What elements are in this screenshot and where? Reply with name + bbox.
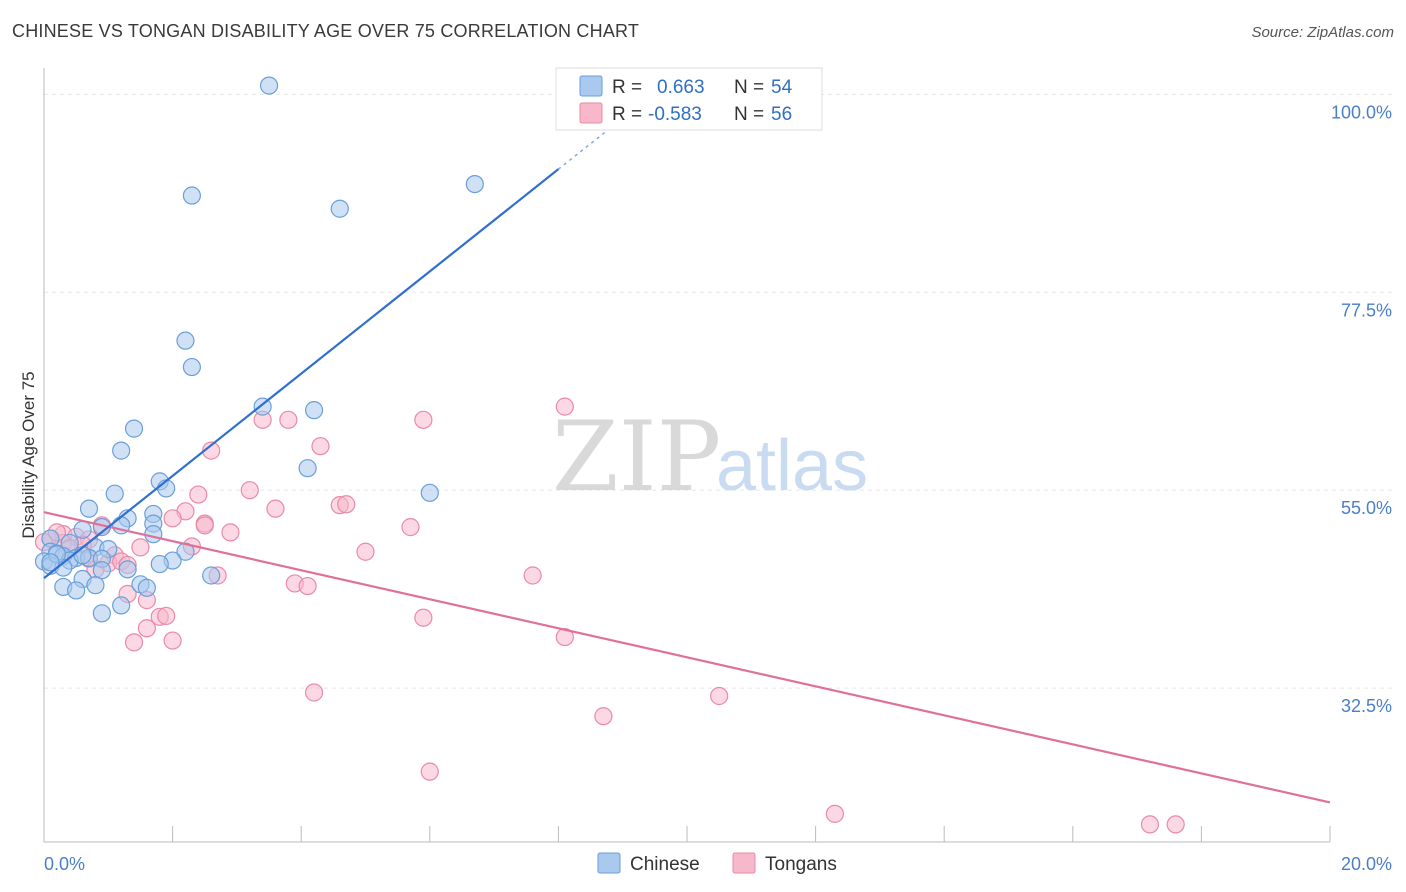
- chinese-point: [182, 186, 201, 205]
- bottom-legend-tongans-swatch: [732, 852, 756, 874]
- legend-chinese-n-value: 54: [771, 77, 793, 98]
- y-tick-labels: 32.5% 55.0% 77.5% 100.0%: [1331, 102, 1392, 716]
- tongan-point: [1166, 815, 1185, 834]
- legend-chinese-swatch: [579, 75, 603, 97]
- tongan-point: [337, 495, 356, 514]
- tongan-point: [555, 397, 574, 416]
- chinese-point: [79, 499, 99, 518]
- x-tick-label: 20.0%: [1341, 854, 1392, 874]
- chinese-point: [259, 76, 279, 95]
- y-tick-label: 100.0%: [1331, 102, 1392, 122]
- source-label: Source: ZipAtlas.com: [1251, 24, 1394, 41]
- chinese-point: [253, 397, 272, 416]
- chinese-point: [144, 525, 163, 544]
- tongan-point: [414, 410, 433, 429]
- chinese-point: [465, 175, 484, 194]
- tongan-point: [157, 606, 176, 626]
- tongan-point: [304, 683, 324, 702]
- y-tick-label: 55.0%: [1341, 498, 1392, 518]
- tongan-point: [414, 608, 433, 627]
- chinese-point: [67, 581, 86, 600]
- axes: [43, 68, 1331, 843]
- tongan-point: [311, 437, 330, 456]
- chinese-series: [34, 76, 484, 623]
- y-axis-label: Disability Age Over 75: [19, 371, 38, 538]
- x-tick-labels: 0.0% 20.0%: [44, 854, 1392, 874]
- tongan-point: [825, 804, 844, 823]
- tongan-point: [189, 485, 208, 504]
- tongan-point: [266, 499, 285, 518]
- top-legend: R = 0.663 N = 54 R = -0.583 N = 56: [555, 67, 823, 131]
- tongan-point: [523, 566, 542, 585]
- tongan-point: [555, 627, 574, 647]
- chinese-point: [112, 441, 131, 460]
- tongan-point: [137, 619, 156, 638]
- chinese-point: [176, 331, 195, 350]
- y-tick-label: 77.5%: [1341, 300, 1392, 320]
- y-tick-label: 32.5%: [1341, 696, 1392, 716]
- chinese-point: [157, 479, 176, 498]
- legend-tongans-r-value: -0.583: [648, 104, 702, 125]
- tongan-point: [279, 410, 298, 429]
- tongan-point: [710, 686, 729, 706]
- chinese-point: [182, 357, 201, 377]
- tongan-point: [195, 516, 214, 535]
- chinese-point: [304, 401, 324, 420]
- tongan-point: [298, 576, 317, 596]
- legend-tongans-n-label: N =: [734, 104, 764, 125]
- x-tick-label: 0.0%: [44, 854, 85, 874]
- legend-chinese-r-label: R =: [612, 77, 642, 98]
- chinese-point: [92, 604, 111, 623]
- chinese-trend-line: [43, 168, 560, 579]
- chinese-point: [73, 546, 92, 565]
- chinese-point: [41, 553, 60, 572]
- chart-title: CHINESE VS TONGAN DISABILITY AGE OVER 75…: [12, 21, 640, 41]
- chinese-point: [330, 199, 349, 218]
- tongan-point: [163, 631, 182, 650]
- watermark-zip: ZIP: [552, 401, 721, 513]
- tongan-point: [401, 518, 420, 537]
- chinese-point: [118, 560, 137, 579]
- tongan-point: [420, 762, 439, 781]
- legend-tongans-n-value: 56: [771, 104, 792, 125]
- tongan-point: [1140, 815, 1160, 834]
- legend-tongans-r-label: R =: [612, 104, 642, 125]
- tongan-point: [131, 538, 150, 557]
- legend-tongans-swatch: [579, 102, 603, 124]
- chinese-point: [150, 554, 169, 574]
- tongans-trend-line: [43, 511, 1331, 804]
- bottom-legend-chinese-label: Chinese: [630, 854, 700, 875]
- chinese-point: [105, 484, 124, 503]
- tongan-point: [163, 509, 182, 528]
- bottom-legend-tongans-label: Tongans: [765, 854, 837, 875]
- chinese-trend-extension: [557, 122, 617, 170]
- tongan-point: [124, 633, 144, 652]
- bottom-legend-chinese-swatch: [597, 852, 621, 874]
- tongan-point: [356, 542, 375, 561]
- chinese-point: [86, 576, 105, 595]
- chinese-point: [298, 459, 317, 478]
- tongan-point: [240, 481, 259, 500]
- tongan-point: [221, 523, 240, 542]
- trend-lines: [43, 122, 1331, 804]
- chinese-point: [92, 561, 111, 580]
- legend-chinese-n-label: N =: [734, 77, 764, 98]
- chinese-point: [73, 520, 92, 539]
- watermark-atlas: atlas: [716, 426, 868, 506]
- gridlines: [44, 93, 1392, 689]
- chinese-point: [202, 566, 221, 585]
- chinese-point: [137, 578, 156, 597]
- chinese-point: [124, 419, 144, 438]
- chinese-point: [420, 483, 439, 502]
- tongan-point: [594, 707, 613, 726]
- legend-chinese-r-value: 0.663: [657, 77, 705, 98]
- chinese-point: [112, 596, 131, 615]
- bottom-legend: Chinese Tongans: [597, 852, 837, 875]
